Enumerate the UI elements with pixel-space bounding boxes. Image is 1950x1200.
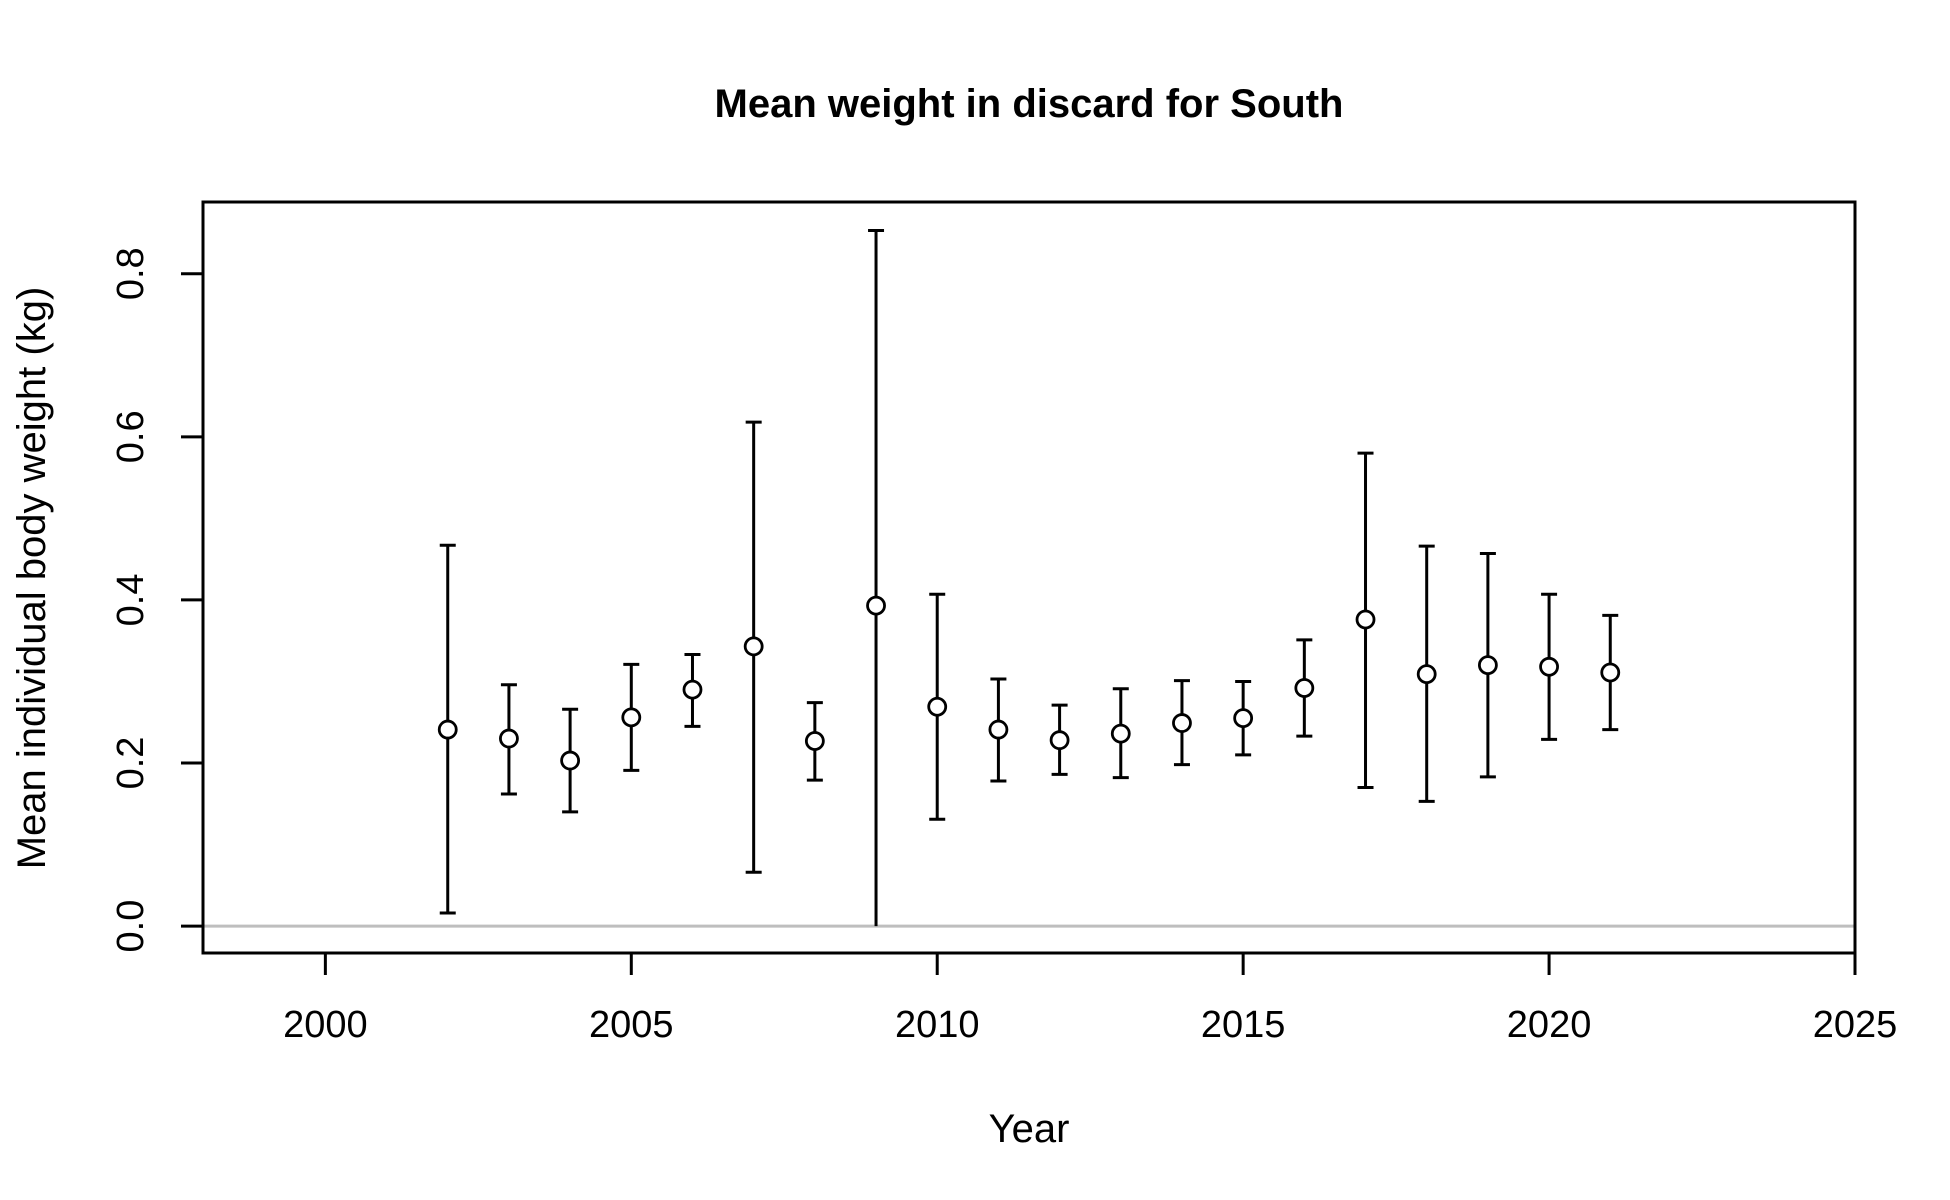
- data-point: [1600, 662, 1621, 683]
- data-point: [1294, 678, 1315, 698]
- x-axis: 2000 2005 2010 2015 2020 2025: [283, 953, 1897, 1046]
- y-tick-label: 0.0: [110, 900, 152, 953]
- x-tick-label: 2020: [1507, 1004, 1592, 1046]
- y-tick-label: 0.4: [110, 574, 152, 627]
- data-point: [621, 707, 642, 728]
- data-point: [1477, 655, 1498, 676]
- data-point: [804, 731, 825, 751]
- y-tick-label: 0.6: [110, 410, 152, 463]
- data-point: [1539, 656, 1559, 677]
- data-point: [682, 679, 703, 700]
- data-point: [988, 719, 1009, 740]
- error-bar: [868, 229, 885, 927]
- data-point: [1049, 730, 1070, 751]
- data-points: [437, 595, 1621, 771]
- x-tick-label: 2015: [1201, 1004, 1286, 1046]
- data-point: [1355, 609, 1376, 630]
- data-point: [927, 696, 948, 717]
- data-point: [1172, 713, 1192, 733]
- x-tick-label: 2000: [283, 1004, 368, 1046]
- data-point: [1416, 664, 1437, 685]
- data-point: [437, 719, 458, 740]
- chart-title: Mean weight in discard for South: [715, 82, 1344, 126]
- data-point: [866, 595, 886, 616]
- data-point: [499, 728, 519, 749]
- y-axis: 0.0 0.2 0.4 0.6 0.8: [110, 247, 203, 953]
- y-tick-label: 0.8: [110, 247, 152, 300]
- x-tick-label: 2005: [589, 1004, 674, 1046]
- x-axis-label: Year: [989, 1107, 1070, 1151]
- plot-area-border: [201, 200, 1857, 955]
- y-tick-label: 0.2: [110, 737, 152, 790]
- x-tick-label: 2025: [1813, 1004, 1898, 1046]
- data-point: [743, 636, 764, 657]
- x-tick-label: 2010: [895, 1004, 980, 1046]
- data-point: [560, 750, 581, 771]
- data-point: [1233, 708, 1254, 729]
- y-axis-label: Mean individual body weight (kg): [10, 287, 54, 870]
- data-point: [1110, 723, 1131, 744]
